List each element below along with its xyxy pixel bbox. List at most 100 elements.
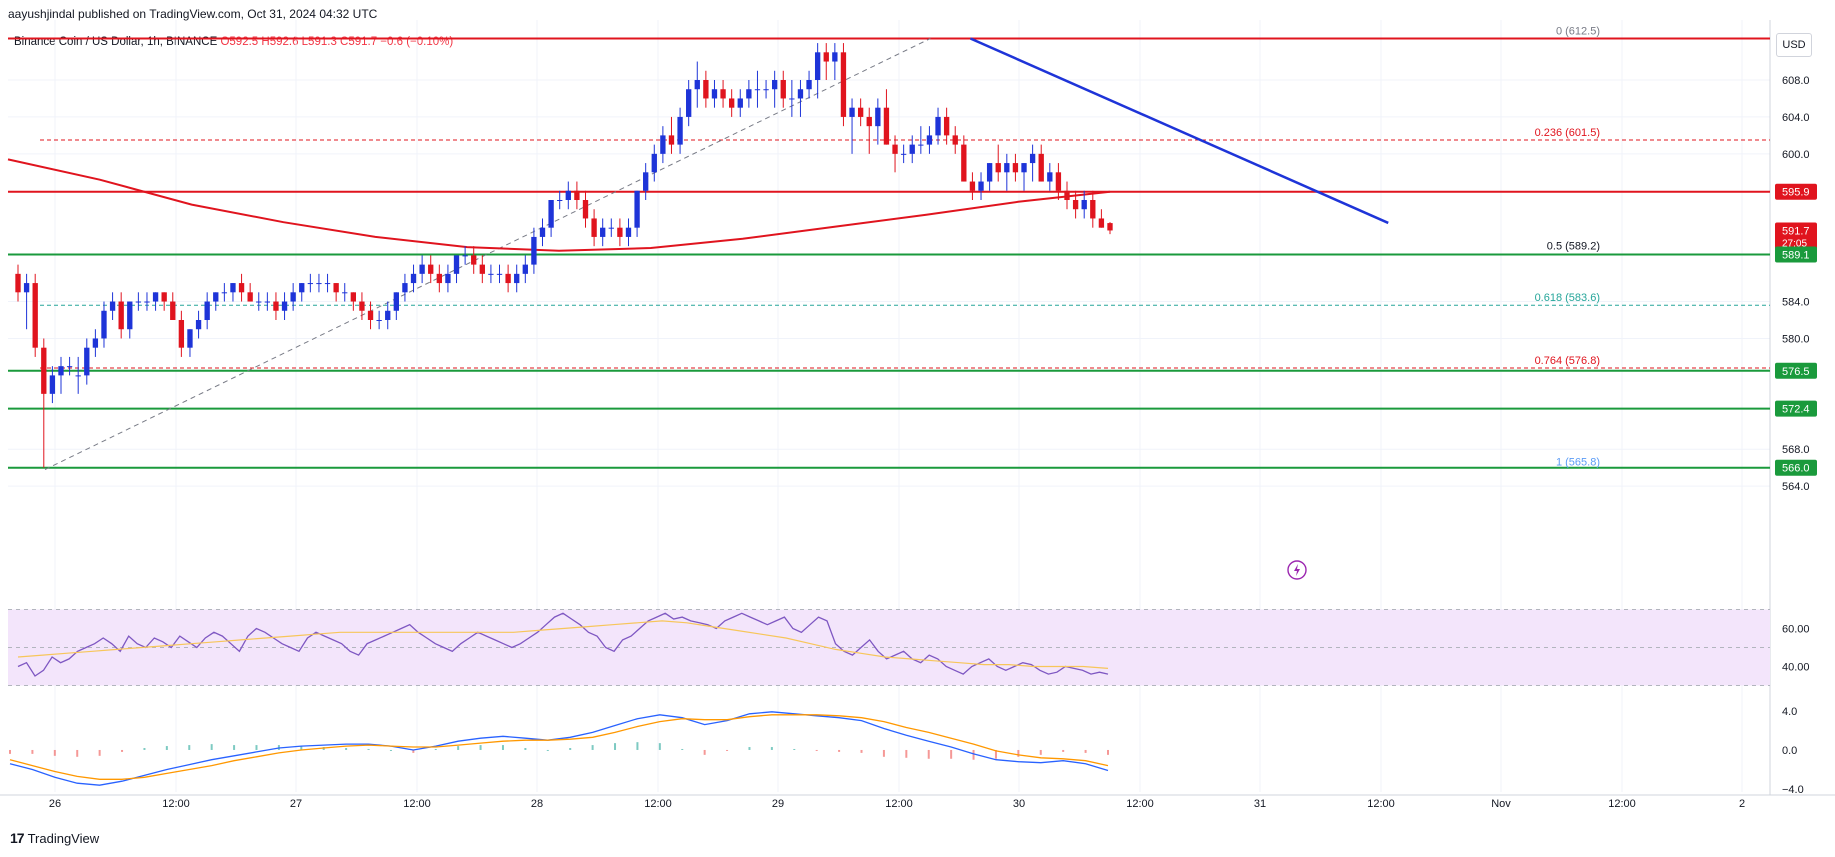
candle-body <box>496 273 503 275</box>
candle-body <box>118 301 124 330</box>
candle-body <box>539 227 546 237</box>
time-tick-label: 12:00 <box>403 798 431 810</box>
candle-body <box>66 366 73 368</box>
moving-average-line <box>7 158 1111 252</box>
candle-body <box>720 89 726 99</box>
candle-body <box>247 292 253 302</box>
candle-body <box>978 181 984 191</box>
macd-histogram-bar <box>658 743 661 750</box>
macd-histogram-bar <box>770 747 773 750</box>
macd-histogram-bar <box>1039 749 1042 755</box>
time-tick-label: 26 <box>49 798 61 810</box>
candle-body <box>849 107 855 117</box>
macd-tick-label: 4.0 <box>1782 706 1797 718</box>
macd-histogram-bar <box>546 749 549 751</box>
candle-body <box>986 163 993 182</box>
candle-body <box>462 255 468 257</box>
time-tick-label: 2 <box>1739 798 1745 810</box>
macd-histogram-bar <box>703 749 706 755</box>
candle-body <box>763 89 769 91</box>
macd-histogram-bar <box>1107 749 1109 755</box>
candle-body <box>127 301 133 330</box>
candle-body <box>75 375 81 377</box>
macd-histogram-bar <box>815 749 818 751</box>
price-label-resistance: 595.9 <box>1782 187 1810 199</box>
currency-button[interactable]: USD <box>1776 33 1812 57</box>
candle-body <box>737 98 743 108</box>
fibonacci-retracement: 0 (612.5) 0.236 (601.5) 0.5 (589.2) 0.618 (… <box>40 25 1770 470</box>
candle-body <box>729 98 735 108</box>
candle-body <box>1038 153 1044 182</box>
candle-body <box>625 227 632 237</box>
candle-body <box>281 301 288 311</box>
macd-histogram-bar <box>927 749 930 759</box>
candle-body <box>299 283 305 293</box>
tradingview-brand: TradingView <box>27 830 100 846</box>
macd-line <box>9 711 1109 786</box>
macd-histogram-bar <box>860 749 863 753</box>
candle-body <box>703 80 709 99</box>
candle-body <box>135 301 142 303</box>
candle-body <box>926 135 933 145</box>
candle-body <box>797 89 804 99</box>
candle-body <box>230 283 236 293</box>
candle-body <box>479 264 485 274</box>
macd-histogram-bar <box>1084 749 1087 753</box>
candle-body <box>342 292 348 294</box>
publisher-caption: aayushjindal published on TradingView.co… <box>8 7 378 21</box>
candle-body <box>918 144 924 146</box>
candle-body <box>333 283 339 293</box>
candle-body <box>264 301 271 303</box>
candle-body <box>600 227 606 237</box>
macd-histogram-bar <box>793 748 796 750</box>
macd-histogram-bar <box>569 748 572 750</box>
candle-body <box>806 80 812 90</box>
rsi-ma-line <box>17 620 1109 669</box>
candle-body <box>307 283 314 285</box>
candle-body <box>711 89 718 99</box>
price-label-bg <box>1775 222 1817 251</box>
macd-histogram-bar <box>345 748 348 750</box>
candle-body <box>643 172 649 191</box>
candle-body <box>1012 163 1019 173</box>
price-tick-label: 564.0 <box>1782 481 1810 493</box>
macd-histogram-bar <box>210 744 213 750</box>
candle-body <box>324 283 331 285</box>
macd-histogram-bar <box>882 749 885 757</box>
candle-body <box>170 301 176 320</box>
candle-body <box>178 320 185 348</box>
macd-histogram-bar <box>367 748 370 750</box>
macd-histogram-bar <box>950 749 953 759</box>
price-label-bg <box>1775 183 1817 200</box>
alert-icon[interactable] <box>1287 560 1307 580</box>
candle-body <box>574 190 580 200</box>
candle-body <box>1090 200 1096 219</box>
time-tick-label: 30 <box>1013 798 1025 810</box>
candle-body <box>92 338 99 348</box>
candle-body <box>548 200 554 228</box>
candle-body <box>1021 163 1027 173</box>
price-axis[interactable]: 608.0 604.0 600.0 584.0 580.0 568.0 564.0 595.9… <box>1775 75 1817 493</box>
candle-body <box>935 116 941 136</box>
macd-histogram-bar <box>479 745 482 750</box>
signal-line <box>9 714 1109 780</box>
candle-body <box>814 52 821 80</box>
tradingview-footer[interactable]: 17 TradingView <box>10 830 99 846</box>
candle-body <box>686 89 692 117</box>
time-tick-label: 12:00 <box>1608 798 1636 810</box>
candle-body <box>316 283 322 285</box>
candle-body <box>204 301 210 320</box>
lightning-icon <box>1294 564 1300 576</box>
candle-body <box>1081 200 1087 210</box>
candle-body <box>101 310 107 339</box>
price-label-support: 576.5 <box>1782 366 1810 378</box>
candle-body <box>969 181 976 191</box>
time-axis[interactable]: 26 12:00 27 12:00 28 12:00 29 12:00 30 12:00 31 12:… <box>49 798 1745 810</box>
macd-histogram-bar <box>501 745 504 750</box>
candle-body <box>49 375 56 394</box>
candle-body <box>419 264 425 274</box>
candle-body <box>410 273 417 284</box>
candle-body <box>582 200 589 219</box>
macd-histogram-bar <box>165 746 168 750</box>
